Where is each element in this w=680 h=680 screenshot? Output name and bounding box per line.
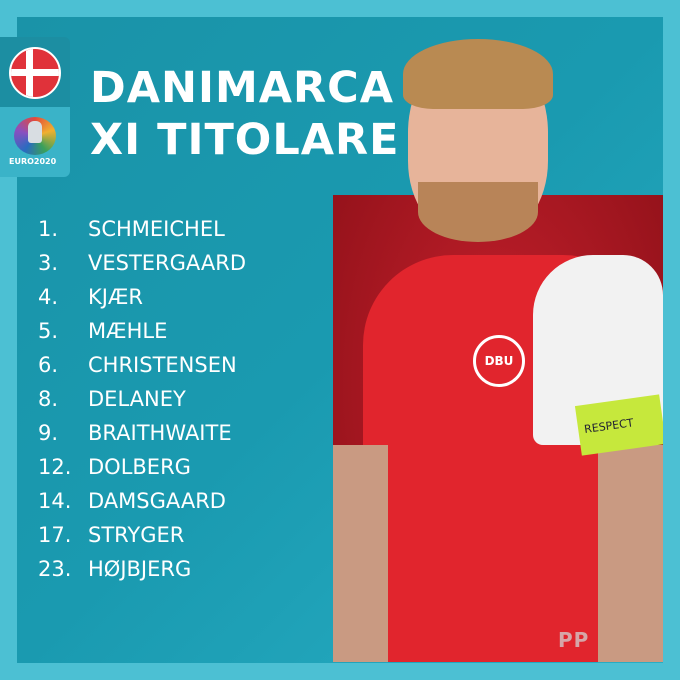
badge-box: EURO2020 (0, 37, 70, 177)
euro-logo-text: EURO2020 (9, 157, 57, 166)
player-name: STRYGER (88, 523, 185, 547)
player-number: 1. (38, 217, 59, 241)
player-number: 3. (38, 251, 59, 275)
player-name: HØJBJERG (88, 557, 192, 581)
dbu-crest-icon: DBU (473, 335, 525, 387)
denmark-flag-icon (9, 47, 61, 99)
player-name: KJÆR (88, 285, 144, 309)
player-name: CHRISTENSEN (88, 353, 237, 377)
top-border (0, 0, 680, 17)
player-number: 14. (38, 489, 72, 513)
page-title: DANIMARCA XI TITOLARE (90, 62, 400, 166)
player-number: 23. (38, 557, 72, 581)
tattooed-arm (598, 445, 663, 662)
player-name: VESTERGAARD (88, 251, 247, 275)
player-number: 4. (38, 285, 59, 309)
watermark: PP (558, 628, 590, 652)
player-number: 9. (38, 421, 59, 445)
player-name: MÆHLE (88, 319, 168, 343)
title-line-2: XI TITOLARE (90, 115, 400, 165)
player-number: 6. (38, 353, 59, 377)
euro-logo-box: EURO2020 (0, 107, 70, 177)
player-photo: RESPECT DBU (333, 195, 663, 662)
player-name: SCHMEICHEL (88, 217, 225, 241)
player-number: 12. (38, 455, 72, 479)
euro-trophy-icon (14, 117, 56, 155)
title-line-1: DANIMARCA (90, 63, 394, 113)
player-name: DAMSGAARD (88, 489, 226, 513)
player-name: DOLBERG (88, 455, 191, 479)
player-number: 17. (38, 523, 72, 547)
player-number: 5. (38, 319, 59, 343)
player-name: DELANEY (88, 387, 186, 411)
tattooed-arm-left (333, 445, 388, 662)
player-name: BRAITHWAITE (88, 421, 232, 445)
player-number: 8. (38, 387, 59, 411)
